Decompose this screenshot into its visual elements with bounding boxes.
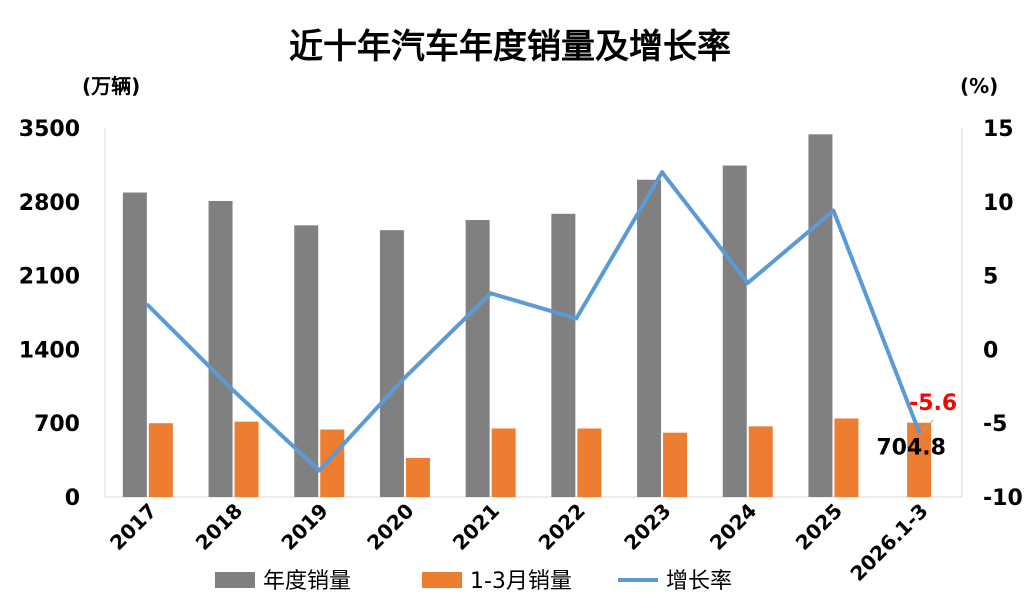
growth-rate-point <box>660 170 665 175</box>
legend-label: 1-3月销量 <box>470 569 572 594</box>
bar-q1-sales <box>577 428 602 497</box>
growth-rate-point <box>831 208 836 213</box>
right-axis: 15 10 5 0 -5 -10 <box>961 117 1023 511</box>
right-axis-unit: (%) <box>960 74 998 98</box>
bar-annual-sales <box>465 220 490 498</box>
bar-annual-sales <box>722 165 747 497</box>
left-tick-label: 700 <box>34 412 80 437</box>
growth-rate-point <box>402 375 407 380</box>
right-tick-label: 5 <box>983 265 998 290</box>
category-label: 2022 <box>534 499 590 555</box>
bar-q1-sales <box>405 457 430 497</box>
left-tick-label: 1400 <box>19 338 80 363</box>
category-label: 2023 <box>619 499 675 555</box>
bar-annual-sales <box>551 213 576 498</box>
right-tick-label: 15 <box>983 117 1014 142</box>
bar-q1-sales <box>234 421 259 497</box>
left-tick-label: 3500 <box>19 117 80 142</box>
line-series-group <box>145 170 922 473</box>
growth-rate-point <box>317 468 322 473</box>
data-label-growth-rate: -5.6 <box>909 391 957 416</box>
data-labels: -5.6 704.8 <box>876 391 957 461</box>
data-label-q1-sales: 704.8 <box>876 436 946 461</box>
category-label: 2018 <box>191 499 247 555</box>
growth-rate-point <box>574 316 579 321</box>
legend-label: 增长率 <box>666 569 732 594</box>
growth-rate-point <box>145 303 150 308</box>
growth-rate-line <box>146 170 922 473</box>
growth-rate-point <box>745 280 750 285</box>
left-axis-unit: (万辆) <box>82 74 140 98</box>
left-tick-label: 2100 <box>19 265 80 290</box>
legend-swatch <box>215 572 255 588</box>
bar-q1-sales <box>491 428 516 497</box>
bar-q1-sales <box>834 418 859 497</box>
bar-series-group <box>122 134 932 498</box>
category-label: 2024 <box>705 499 761 555</box>
bar-q1-sales <box>663 432 688 497</box>
legend-swatch <box>422 572 462 588</box>
category-label: 2019 <box>276 499 332 555</box>
bar-q1-sales <box>907 422 932 497</box>
left-axis: 3500 2800 2100 1400 700 0 <box>19 117 962 511</box>
left-tick-label: 2800 <box>19 191 80 216</box>
growth-rate-point <box>231 388 236 393</box>
bar-annual-sales <box>208 200 233 497</box>
bar-annual-sales <box>808 134 833 497</box>
category-label: 2026.1-3 <box>845 499 932 586</box>
right-tick-label: -5 <box>983 412 1007 437</box>
category-label: 2017 <box>105 499 161 555</box>
right-tick-label: 10 <box>983 191 1014 216</box>
bar-annual-sales <box>379 230 404 497</box>
bar-q1-sales <box>148 423 173 497</box>
right-tick-label: 0 <box>983 338 998 363</box>
bar-annual-sales <box>122 192 147 498</box>
legend: 年度销量 1-3月销量 增长率 <box>215 569 732 594</box>
bar-annual-sales <box>637 179 662 497</box>
category-label: 2020 <box>362 499 418 555</box>
growth-rate-point <box>488 291 493 296</box>
right-tick-label: -10 <box>983 486 1023 511</box>
chart-title: 近十年汽车年度销量及增长率 <box>289 27 731 67</box>
category-label: 2025 <box>791 499 847 555</box>
data-label-leader-line <box>922 419 934 431</box>
category-label: 2021 <box>448 499 504 555</box>
bar-q1-sales <box>748 426 773 497</box>
left-tick-label: 0 <box>65 486 80 511</box>
legend-label: 年度销量 <box>263 569 351 594</box>
growth-rate-point <box>917 430 922 435</box>
